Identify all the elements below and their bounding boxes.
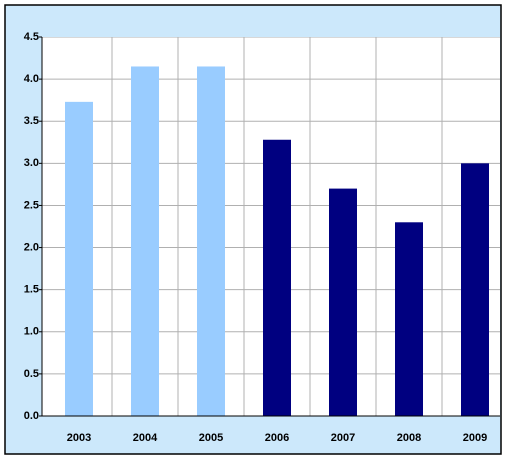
labels: 0.0 0.5 1.0 1.5 2.0 2.5 3.0 3.5 4.0 4.5 2003 2004 20… [24, 31, 500, 444]
y-tick-label: 1.0 [24, 326, 39, 338]
bar [197, 66, 225, 416]
bar [329, 188, 357, 416]
x-tick-label: 2005 [199, 432, 223, 444]
y-tick-label: 3.0 [24, 157, 39, 169]
y-tick-label: 2.0 [24, 241, 39, 253]
x-tick-label: 2006 [265, 432, 289, 444]
y-tick-label: 3.5 [24, 115, 39, 127]
bar [131, 66, 159, 416]
x-tick-label: 2003 [67, 432, 91, 444]
plot [42, 37, 500, 417]
y-tick-label: 1.5 [24, 284, 39, 296]
y-tick-label: 4.0 [24, 73, 39, 85]
bar [461, 163, 489, 416]
y-tick-label: 2.5 [24, 199, 39, 211]
x-tick-label: 2008 [397, 432, 421, 444]
bar [263, 139, 291, 417]
y-tick-label: 0.5 [24, 368, 39, 380]
y-tick-label: 0.0 [24, 410, 39, 422]
y-tick-label: 4.5 [24, 31, 39, 43]
x-tick-label: 2004 [133, 432, 158, 444]
bar [395, 222, 423, 416]
x-tick-label: 2009 [463, 432, 487, 444]
bar [65, 101, 93, 417]
x-tick-label: 2007 [331, 432, 355, 444]
